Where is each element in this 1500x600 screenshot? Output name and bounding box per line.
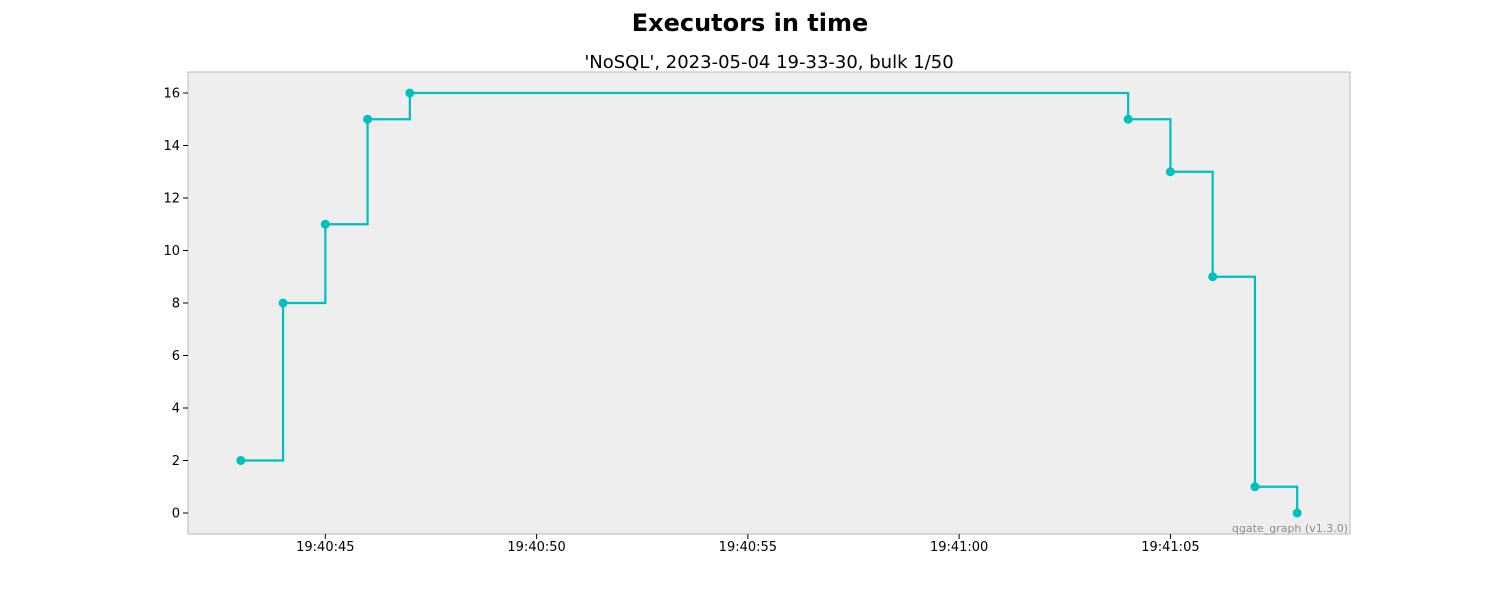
- x-tick-label: 19:40:50: [507, 540, 565, 555]
- y-tick-label: 12: [163, 192, 180, 207]
- data-point: [1208, 272, 1218, 282]
- y-tick-label: 0: [172, 507, 180, 522]
- y-tick-label: 16: [163, 87, 180, 102]
- data-point: [236, 456, 246, 465]
- x-tick-label: 19:40:45: [296, 540, 354, 555]
- data-point: [320, 219, 330, 229]
- x-axis: 19:40:45 19:40:50 19:40:55 19:41:00 19:41:05: [296, 534, 1200, 555]
- data-point: [1250, 482, 1260, 492]
- data-point: [1292, 508, 1302, 518]
- series-line: [240, 91, 1299, 513]
- data-point: [1123, 114, 1133, 124]
- watermark: qgate_graph (v1.3.0): [1232, 522, 1348, 535]
- data-point: [405, 88, 415, 98]
- y-tick-label: 10: [163, 244, 180, 259]
- y-axis: 0 2 4 6 8 10 12 14 16: [163, 87, 188, 522]
- y-tick-label: 14: [163, 139, 180, 154]
- y-tick-label: 6: [172, 349, 180, 364]
- x-tick-label: 19:41:05: [1141, 540, 1199, 555]
- y-tick-label: 8: [172, 297, 180, 312]
- chart-title: Executors in time: [632, 9, 869, 37]
- x-tick-label: 19:41:00: [930, 540, 988, 555]
- series-points: [236, 88, 1302, 518]
- y-tick-label: 2: [172, 454, 180, 469]
- chart-subtitle: 'NoSQL', 2023-05-04 19-33-30, bulk 1/50: [584, 52, 953, 73]
- data-point: [363, 114, 373, 124]
- data-point: [278, 298, 288, 308]
- x-tick-label: 19:40:55: [719, 540, 777, 555]
- plot-area: [187, 71, 1351, 535]
- data-point: [1165, 167, 1175, 177]
- y-tick-label: 4: [172, 402, 180, 417]
